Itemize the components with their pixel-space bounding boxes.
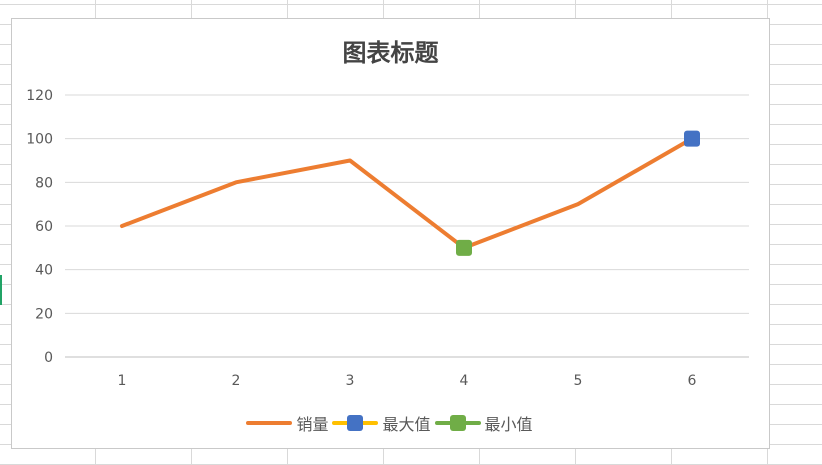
legend-key-3 [434, 415, 481, 431]
legend-key-2 [332, 415, 379, 431]
data-marker-2 [684, 130, 700, 147]
legend-label-2: 最大值 [382, 415, 431, 434]
legend-item-3[interactable]: 最小值 [434, 411, 535, 435]
x-tick-label: 4 [460, 373, 469, 389]
x-tick-label: 5 [574, 373, 583, 389]
x-tick-label: 3 [346, 373, 355, 389]
x-tick-label: 2 [232, 373, 241, 389]
chart-title[interactable]: 图表标题 [342, 38, 439, 67]
y-tick-label: 40 [35, 263, 53, 279]
legend-item-1[interactable]: 销量 [246, 411, 330, 435]
x-tick-label: 1 [118, 373, 127, 389]
x-tick-label: 6 [688, 373, 697, 389]
selected-cell-marker [0, 275, 2, 305]
y-tick-label: 20 [35, 306, 53, 322]
series-line-1 [120, 136, 694, 250]
y-tick-label: 0 [44, 350, 53, 366]
legend-label-1: 销量 [296, 415, 329, 434]
data-marker-3 [456, 239, 472, 256]
y-tick-label: 120 [26, 88, 53, 104]
legend-label-3: 最小值 [484, 415, 533, 434]
chart-legend[interactable]: 销量 最大值 最小值 [12, 411, 769, 435]
chart-area[interactable]: 图表标题 0 20 40 60 80 100 120 1 2 3 4 5 6 销量 最大值 最小值 [11, 18, 770, 449]
plot-area: 0 20 40 60 80 100 120 1 2 3 4 5 6 [26, 88, 749, 389]
legend-item-2[interactable]: 最大值 [332, 411, 432, 435]
y-tick-label: 80 [35, 175, 53, 191]
y-tick-label: 100 [26, 132, 53, 148]
y-tick-label: 60 [35, 219, 53, 235]
legend-key-1 [246, 421, 293, 425]
